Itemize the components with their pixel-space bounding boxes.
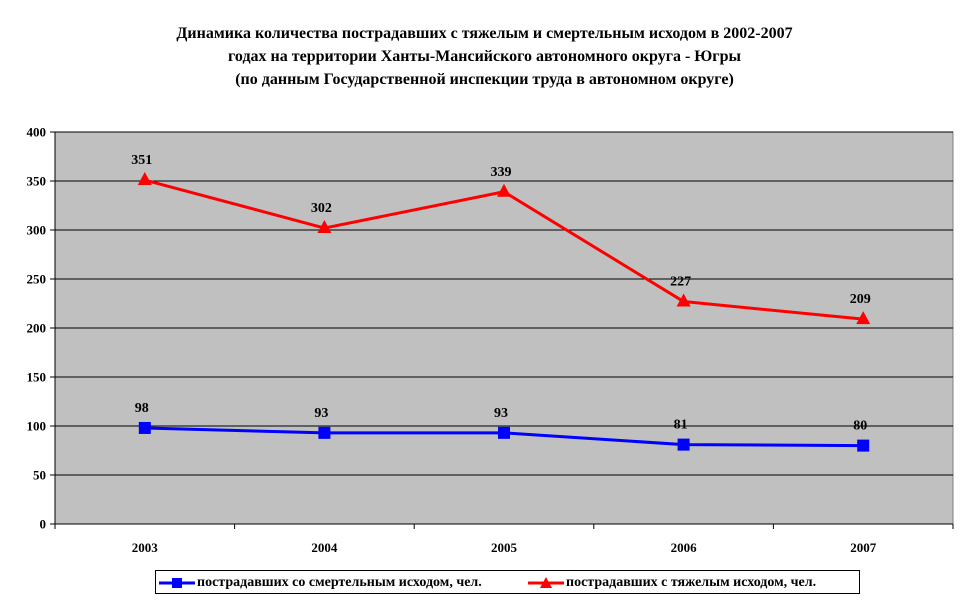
x-tick-label-2006: 2006: [671, 540, 698, 555]
legend-label-deaths: пострадавших со смертельным исходом, чел…: [197, 575, 482, 590]
title-line-2: годах на территории Ханты-Мансийского ав…: [228, 48, 741, 65]
series-0-point-0: [138, 421, 151, 434]
x-tick-label-2005: 2005: [491, 540, 518, 555]
legend-marker-deaths: [159, 578, 195, 588]
y-axis-ticks: 0 50 100 150 200 250 300 350 400: [27, 125, 55, 532]
series-0-point-3: [677, 438, 690, 451]
gridlines: [55, 131, 953, 476]
data-label-0-2: 93: [494, 406, 508, 421]
title-line-3: (по данным Государственной инспекции тру…: [235, 71, 734, 88]
data-label-1-2: 339: [491, 165, 512, 180]
data-label-0-3: 81: [674, 418, 688, 433]
y-tick-label-150: 150: [27, 370, 47, 385]
x-axis-ticks: 2003 2004 2005 2006 2007: [54, 524, 954, 555]
x-tick-label-2003: 2003: [132, 540, 159, 555]
series-0-point-4: [857, 439, 870, 452]
x-tick-label-2004: 2004: [311, 540, 338, 555]
series-1-point-0: [137, 172, 152, 186]
series-1-point-2: [497, 183, 511, 197]
legend: пострадавших со смертельным исходом, чел…: [155, 570, 860, 594]
title-line-1: Динамика количества пострадавших с тяжел…: [176, 25, 793, 42]
y-tick-label-400: 400: [27, 125, 47, 140]
data-label-0-1: 93: [314, 406, 328, 421]
data-label-1-4: 209: [850, 292, 871, 307]
data-label-1-1: 302: [311, 201, 332, 216]
series-0-point-1: [318, 426, 331, 439]
y-tick-label-50: 50: [33, 468, 46, 483]
series-1-point-4: [856, 311, 871, 325]
series-1-point-1: [317, 220, 332, 234]
data-label-1-3: 227: [670, 275, 691, 290]
data-label-0-4: 80: [853, 419, 867, 434]
y-tick-label-350: 350: [27, 174, 47, 189]
series-group: [137, 172, 871, 452]
y-tick-label-250: 250: [27, 272, 47, 287]
chart-title: Динамика количества пострадавших с тяжел…: [0, 22, 969, 91]
y-tick-label-100: 100: [27, 419, 47, 434]
y-tick-label-300: 300: [27, 223, 47, 238]
data-label-1-0: 351: [131, 153, 152, 168]
legend-marker-severe: [528, 577, 564, 588]
data-labels: 98 93 93 81 80 351 302 339 227 209: [131, 153, 870, 434]
x-tick-label-2007: 2007: [850, 540, 877, 555]
y-tick-label-200: 200: [27, 321, 47, 336]
series-0-point-2: [498, 426, 510, 439]
legend-label-severe: пострадавших с тяжелым исходом, чел.: [566, 575, 817, 590]
data-label-0-0: 98: [135, 401, 149, 416]
series-1-point-3: [676, 293, 691, 307]
y-tick-label-0: 0: [40, 517, 47, 532]
